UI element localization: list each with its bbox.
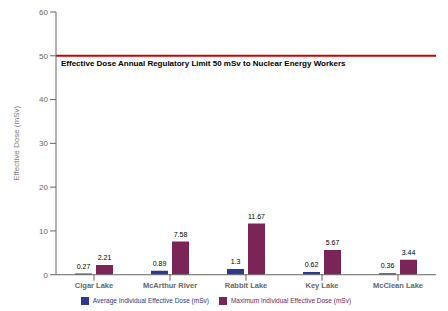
- svg-text:0.62: 0.62: [305, 261, 319, 268]
- svg-text:60: 60: [39, 8, 48, 17]
- svg-text:2.21: 2.21: [98, 254, 112, 261]
- svg-text:Effective Dose (mSv): Effective Dose (mSv): [12, 106, 21, 181]
- svg-text:5.67: 5.67: [326, 239, 340, 246]
- html-text:Maximum Individual Effective D: Maximum Individual Effective Dose (mSv): [231, 296, 352, 304]
- svg-text:30: 30: [39, 139, 48, 148]
- svg-text:0.36: 0.36: [381, 262, 395, 269]
- svg-text:Key Lake: Key Lake: [306, 281, 339, 290]
- svg-text:3.44: 3.44: [402, 249, 416, 256]
- svg-text:Cigar Lake: Cigar Lake: [75, 281, 113, 290]
- svg-text:Rabbit Lake: Rabbit Lake: [225, 281, 268, 290]
- svg-text:20: 20: [39, 183, 48, 192]
- svg-text:McArthur River: McArthur River: [143, 281, 197, 290]
- html-text:Average Individual Effective D: Average Individual Effective Dose (mSv): [92, 296, 209, 304]
- svg-text:0.89: 0.89: [153, 260, 167, 267]
- svg-text:10: 10: [39, 227, 48, 236]
- svg-text:50: 50: [39, 52, 48, 61]
- svg-text:7.58: 7.58: [174, 231, 188, 238]
- svg-text:McClean Lake: McClean Lake: [373, 281, 423, 290]
- svg-text:Effective Dose Annual Regulato: Effective Dose Annual Regulatory Limit 5…: [61, 59, 346, 68]
- svg-text:40: 40: [39, 95, 48, 104]
- svg-text:11.67: 11.67: [248, 213, 265, 220]
- svg-text:0.27: 0.27: [77, 263, 91, 270]
- svg-text:0: 0: [44, 271, 49, 280]
- svg-text:1.3: 1.3: [231, 258, 241, 265]
